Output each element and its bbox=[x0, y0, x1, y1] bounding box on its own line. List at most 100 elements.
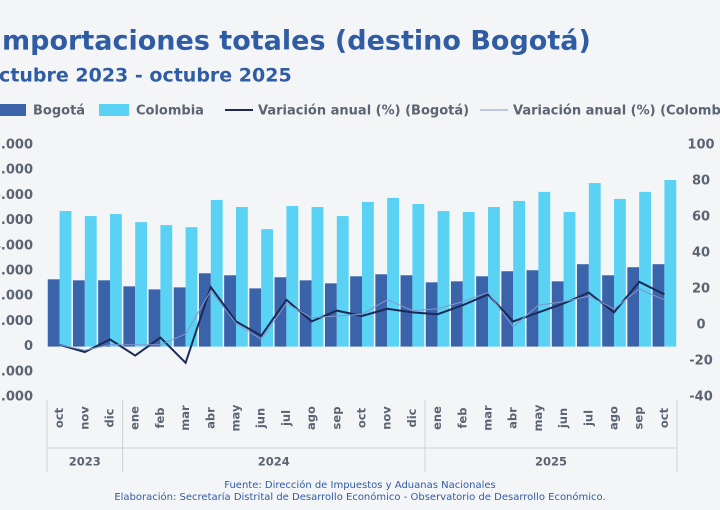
bar bbox=[488, 206, 500, 347]
y-tick-label: 0 bbox=[24, 339, 33, 354]
bar bbox=[47, 279, 60, 347]
year-label: 2024 bbox=[258, 455, 290, 469]
bar bbox=[324, 283, 337, 347]
bar bbox=[588, 183, 601, 347]
y-tick-label: 2.000 bbox=[0, 289, 33, 304]
credit: Elaboración: Secretaría Distrital de Des… bbox=[114, 491, 605, 503]
source: Fuente: Dirección de Impuestos y Aduanas… bbox=[224, 479, 495, 491]
y2-tick-label: 20 bbox=[692, 282, 710, 297]
x-tick-label: jul bbox=[279, 410, 293, 427]
x-tick-label: sep bbox=[632, 407, 646, 430]
y-tick-label: 4.000 bbox=[0, 238, 33, 253]
bar bbox=[501, 271, 514, 347]
x-tick-label: oct bbox=[52, 407, 66, 428]
legend-label: Colombia bbox=[136, 104, 204, 119]
y2-tick-label: 40 bbox=[692, 246, 710, 261]
y-tick-label: 1.000 bbox=[0, 314, 33, 329]
legend-swatch bbox=[0, 104, 26, 116]
bar bbox=[59, 211, 72, 347]
bar bbox=[513, 200, 526, 347]
bar bbox=[286, 205, 299, 347]
x-tick-label: jun bbox=[254, 408, 268, 429]
bar bbox=[576, 264, 589, 347]
bar bbox=[224, 275, 236, 347]
bar bbox=[123, 286, 136, 347]
bar bbox=[110, 214, 122, 347]
bar bbox=[664, 180, 677, 347]
y2-tick-label: -40 bbox=[689, 390, 713, 405]
x-tick-label: nov bbox=[77, 406, 91, 430]
bar bbox=[652, 264, 665, 347]
chart-subtitle: octubre 2023 - octubre 2025 bbox=[0, 65, 292, 87]
x-tick-label: jul bbox=[581, 410, 595, 427]
x-tick-label: abr bbox=[203, 407, 217, 429]
line bbox=[59, 288, 665, 351]
x-tick-label: jun bbox=[556, 408, 570, 429]
bar bbox=[299, 280, 312, 347]
bar bbox=[160, 225, 173, 347]
y-tick-label: 6.000 bbox=[0, 188, 33, 203]
bar bbox=[198, 273, 211, 347]
bar bbox=[412, 203, 425, 347]
x-tick-label: sep bbox=[329, 407, 343, 430]
bar bbox=[210, 199, 223, 347]
bar bbox=[311, 206, 324, 347]
y-tick-label: -2.000 bbox=[0, 390, 33, 405]
bar bbox=[84, 216, 97, 347]
bar bbox=[72, 280, 85, 347]
bar bbox=[476, 276, 488, 347]
legend-label: Bogotá bbox=[33, 104, 85, 119]
bar bbox=[526, 270, 539, 347]
bar bbox=[336, 216, 349, 347]
x-tick-label: dic bbox=[103, 408, 117, 427]
bar bbox=[98, 280, 110, 347]
line bbox=[59, 280, 665, 365]
legend-label: Variación anual (%) (Colombia) bbox=[513, 104, 720, 119]
bar bbox=[538, 191, 551, 347]
y-tick-label: 8.000 bbox=[0, 138, 33, 153]
x-tick-label: ene bbox=[128, 406, 142, 430]
x-tick-label: may bbox=[531, 404, 545, 431]
y-tick-label: 3.000 bbox=[0, 264, 33, 279]
y2-tick-label: 100 bbox=[687, 138, 714, 153]
x-tick-label: feb bbox=[455, 407, 469, 428]
x-tick-label: dic bbox=[405, 408, 419, 427]
x-tick-label: mar bbox=[178, 405, 192, 431]
x-tick-label: ago bbox=[304, 406, 318, 430]
bar bbox=[437, 211, 450, 347]
bar bbox=[236, 206, 248, 347]
bar bbox=[135, 222, 148, 347]
x-tick-label: ago bbox=[607, 406, 621, 430]
y2-tick-label: -20 bbox=[689, 354, 713, 369]
year-label: 2025 bbox=[535, 455, 567, 469]
x-tick-label: oct bbox=[355, 407, 369, 428]
bar bbox=[639, 191, 652, 347]
y2-tick-label: 0 bbox=[696, 318, 705, 333]
bar bbox=[148, 289, 161, 347]
year-label: 2023 bbox=[69, 455, 101, 469]
bar bbox=[387, 197, 400, 347]
bar bbox=[563, 212, 576, 347]
bar bbox=[462, 212, 475, 347]
y2-tick-label: 80 bbox=[692, 174, 710, 189]
bar bbox=[450, 281, 463, 347]
y-tick-label: 7.000 bbox=[0, 163, 33, 178]
x-tick-label: nov bbox=[380, 406, 394, 430]
x-tick-label: abr bbox=[506, 407, 520, 429]
bar bbox=[185, 227, 198, 347]
legend-swatch bbox=[99, 104, 129, 116]
bar bbox=[350, 276, 362, 347]
y-tick-label: -1.000 bbox=[0, 364, 33, 379]
bar bbox=[602, 275, 614, 347]
x-tick-label: may bbox=[229, 404, 243, 431]
legend-label: Variación anual (%) (Bogotá) bbox=[258, 104, 469, 119]
bar bbox=[551, 281, 564, 347]
x-tick-label: feb bbox=[153, 407, 167, 428]
bar bbox=[261, 229, 274, 347]
bar bbox=[614, 198, 626, 347]
y2-tick-label: 60 bbox=[692, 210, 710, 225]
x-tick-label: ene bbox=[430, 406, 444, 430]
y-tick-label: 5.000 bbox=[0, 213, 33, 228]
bar bbox=[249, 288, 262, 347]
